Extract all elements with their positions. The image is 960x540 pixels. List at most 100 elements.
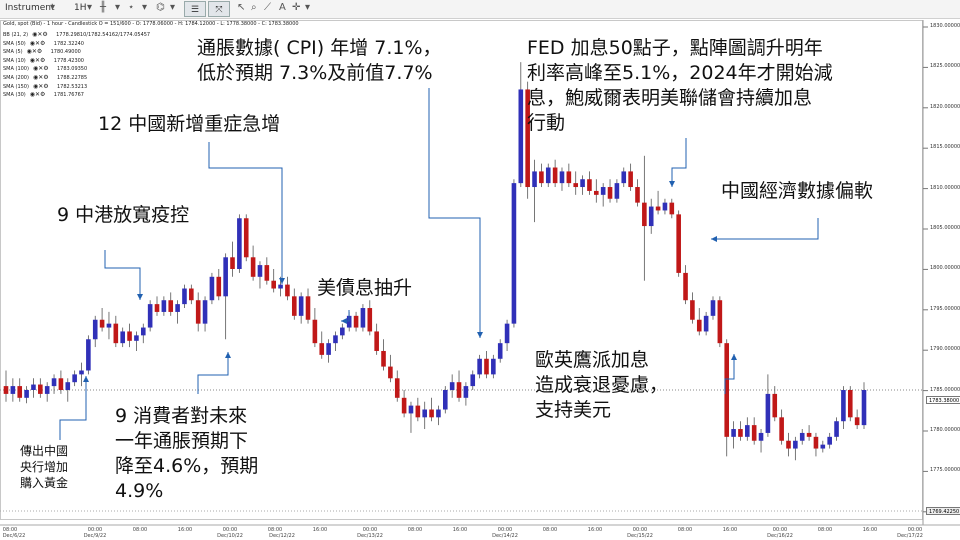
annotation-cpi: 通脹數據( CPI) 年增 7.1%， 低於預期 7.3%及前值7.7% [197, 36, 442, 86]
candle-body [463, 386, 469, 398]
indicator-row[interactable]: SMA (150) ◉✕⚙ 1782.53213 [3, 83, 87, 91]
candle-body [813, 436, 819, 449]
arrow-china-ease-head [137, 294, 143, 300]
chart-type-icon[interactable]: ╫ [100, 2, 107, 13]
x-tick-label: 08:00 [542, 527, 558, 533]
arrow-china-ease [104, 250, 141, 300]
candle-body [758, 432, 764, 441]
indicator-row[interactable]: BB (21, 2) ◉✕⚙ 1778.29810/1782.54162/1774.… [3, 31, 150, 39]
indicator-value: 1778.42300 [53, 57, 84, 64]
indicator-row[interactable]: SMA (30) ◉✕⚙ 1781.76767 [3, 91, 84, 99]
candle-body [415, 405, 421, 418]
pointer-icon[interactable]: ↖ [237, 2, 246, 13]
candle-body [827, 436, 832, 445]
candle-body [79, 370, 84, 375]
indicator-row[interactable]: SMA (200) ◉✕⚙ 1788.22785 [3, 74, 87, 82]
candle-body [696, 319, 702, 332]
x-tick-label: 00:00 [772, 527, 788, 533]
candle-body [353, 315, 359, 328]
price-chart[interactable] [0, 20, 960, 540]
indicator-name: BB (21, 2) [3, 32, 29, 38]
crosshair-icon[interactable]: ✛ [292, 2, 301, 13]
annotation-line: 12 中國新增重症急增 [98, 113, 281, 135]
candle-body [587, 179, 592, 191]
layout-button[interactable]: ☰ [184, 1, 206, 17]
indicator-controls-icon[interactable]: ◉✕⚙ [32, 82, 49, 90]
candle-body [539, 171, 544, 184]
candle-body [786, 440, 791, 449]
candle-body [291, 296, 297, 316]
candle-body [408, 405, 414, 414]
candle-body [340, 327, 345, 336]
annotation-line: 購入黃金 [20, 476, 69, 490]
indicators-icon[interactable]: ⋆ [128, 2, 135, 13]
candle-body [635, 187, 640, 203]
candle-body [710, 300, 716, 316]
candle-body [106, 323, 112, 328]
annotation-line: 造成衰退憂慮， [535, 374, 669, 396]
x-tick-label: 16:00 [177, 527, 193, 533]
candle-body [278, 284, 283, 289]
line-tool-icon[interactable]: ⟋ [264, 2, 271, 13]
chevron-down-icon[interactable]: ▾ [305, 2, 311, 13]
interval-selector[interactable]: 1H [74, 3, 87, 13]
x-tick-label: 16:00 [722, 527, 738, 533]
indicator-value: 1788.22785 [56, 75, 88, 81]
indicator-row[interactable]: SMA (10) ◉✕⚙ 1778.42300 [3, 57, 84, 65]
chevron-down-icon[interactable]: ▾ [170, 2, 176, 13]
x-tick-label: 08:00 [267, 527, 283, 533]
indicator-controls-icon[interactable]: ◉✕⚙ [32, 31, 48, 38]
x-tick-label: 08:00 [132, 527, 148, 533]
indicator-controls-icon[interactable]: ◉✕⚙ [29, 56, 46, 64]
candle-body [175, 304, 180, 312]
chevron-down-icon[interactable]: ▾ [50, 2, 56, 13]
candle-body [690, 300, 695, 320]
drawing-tools-icon[interactable]: ⌬ [156, 2, 165, 13]
candle-body [3, 386, 9, 394]
candle-body [189, 288, 194, 301]
indicator-row[interactable]: SMA (100) ◉✕⚙ 1783.09350 [3, 65, 87, 73]
chevron-down-icon[interactable]: ▾ [142, 2, 148, 13]
candle-body [552, 167, 558, 184]
candle-body [607, 187, 613, 199]
candle-body [456, 382, 462, 398]
candle-body [559, 171, 565, 184]
fullscreen-button[interactable]: ⤧ [208, 1, 230, 17]
chevron-down-icon[interactable]: ▾ [115, 2, 121, 13]
candle-body [216, 276, 222, 297]
annotation-central-bank: 傳出中國 央行增加 購入黃金 [20, 443, 68, 491]
chevron-down-icon[interactable]: ▾ [87, 2, 93, 13]
arrow-china-econ-head [711, 236, 717, 242]
x-tick-label: 16:00 [312, 527, 328, 533]
candle-body [491, 358, 496, 375]
bb-price-tag: 1769.42250 [926, 507, 960, 515]
x-tick-label: 16:00 [587, 527, 603, 533]
candle-body [621, 171, 627, 184]
indicator-row[interactable]: SMA (5) ◉✕⚙ 1780.49000 [3, 48, 81, 56]
x-date-label: Dec/12/22 [269, 533, 295, 539]
y-tick-label: 1825.00000 [930, 63, 960, 70]
candle-body [497, 343, 503, 359]
instrument-selector[interactable]: Instrument [5, 3, 55, 13]
arrow-cpi-head [477, 332, 483, 338]
indicator-controls-icon[interactable]: ◉✕⚙ [29, 39, 46, 47]
indicator-name: SMA (200) [3, 75, 29, 81]
annotation-line: 息，鮑威爾表明美聯儲會持續加息 [527, 87, 813, 109]
text-tool-icon[interactable]: A [279, 2, 286, 13]
indicator-name: SMA (50) [3, 40, 26, 47]
indicator-controls-icon[interactable]: ◉✕⚙ [32, 74, 49, 81]
y-tick-label: 1800.00000 [930, 265, 960, 272]
search-icon[interactable]: ⌕ [251, 2, 257, 13]
candle-body [243, 218, 249, 258]
candle-body [703, 315, 709, 332]
indicator-row[interactable]: SMA (50) ◉✕⚙ 1782.32240 [3, 40, 84, 48]
candle-body [38, 384, 43, 394]
indicator-controls-icon[interactable]: ◉✕⚙ [32, 65, 49, 73]
candle-body [319, 343, 325, 355]
indicator-controls-icon[interactable]: ◉✕⚙ [29, 91, 46, 99]
candle-body [676, 214, 681, 273]
annotation-line: 美債息抽升 [317, 277, 413, 299]
indicator-controls-icon[interactable]: ◉✕⚙ [26, 48, 43, 56]
annotation-line: 央行增加 [20, 460, 69, 474]
arrow-china-cases-head [279, 278, 285, 284]
